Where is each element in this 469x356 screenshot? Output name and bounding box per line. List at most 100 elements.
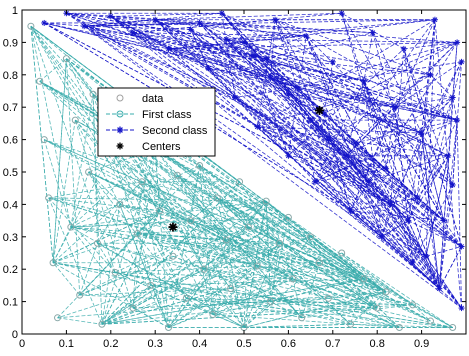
series-1-line xyxy=(425,19,436,257)
series-0-line xyxy=(52,152,112,263)
y-tick-label: 0.2 xyxy=(3,264,18,276)
legend-label: Centers xyxy=(142,141,181,153)
series-1-line xyxy=(350,19,436,212)
series-0-line xyxy=(97,242,400,328)
series-1-line xyxy=(199,22,271,79)
series-1-line xyxy=(274,19,431,76)
series-1-point xyxy=(81,23,88,30)
series-1-line xyxy=(403,42,458,50)
center-marker-0 xyxy=(168,222,178,232)
series-0-line xyxy=(190,220,271,302)
series-1-point xyxy=(414,194,421,201)
series-1-line xyxy=(110,12,222,17)
series-1-line xyxy=(110,16,440,289)
series-0-line xyxy=(137,210,160,234)
series-1-point xyxy=(431,16,438,23)
series-1-line xyxy=(456,120,462,309)
series-0-line xyxy=(301,262,320,318)
series-1-line xyxy=(190,29,387,170)
series-1-point xyxy=(325,136,332,143)
series-0-point xyxy=(227,285,235,293)
series-1-line xyxy=(226,38,458,121)
series-1-line xyxy=(314,81,365,182)
series-1-line xyxy=(83,25,391,205)
series-1-line xyxy=(314,132,422,183)
series-1-line xyxy=(354,119,458,144)
series-0-line xyxy=(132,301,271,309)
series-0-point xyxy=(169,252,177,260)
series-1-point xyxy=(454,117,461,124)
series-0-point xyxy=(253,262,261,270)
x-tick-label: 0.4 xyxy=(192,338,207,350)
series-0-point xyxy=(85,168,93,176)
series-1-line xyxy=(226,19,435,40)
series-1-line xyxy=(421,133,440,289)
series-0-line xyxy=(203,200,267,270)
series-0-line xyxy=(75,119,387,293)
series-0-line xyxy=(44,139,378,309)
series-1-line xyxy=(110,16,462,247)
series-0-line xyxy=(243,227,249,328)
series-0-line xyxy=(341,252,453,328)
series-0-line xyxy=(243,243,280,328)
series-0-line xyxy=(101,204,121,325)
series-0-line xyxy=(230,278,293,290)
series-1-point xyxy=(218,10,225,17)
y-tick-label: 0 xyxy=(12,329,18,341)
series-1-line xyxy=(350,210,413,264)
series-1-line xyxy=(226,38,298,89)
series-1-point xyxy=(400,45,407,52)
series-0-point xyxy=(315,259,323,267)
series-1-point xyxy=(152,16,159,23)
series-0-line xyxy=(412,304,431,322)
series-1-line xyxy=(190,29,445,221)
series-0-line xyxy=(110,152,160,212)
series-1-line xyxy=(439,246,462,289)
series-1-line xyxy=(221,12,458,121)
series-1-line xyxy=(443,220,462,247)
series-1-line xyxy=(190,29,209,69)
series-0-line xyxy=(43,139,72,228)
series-0-line xyxy=(168,242,280,328)
series-0-line xyxy=(119,204,280,244)
series-1-point xyxy=(232,94,239,101)
series-0-line xyxy=(101,226,249,325)
legend-marker-stroke xyxy=(117,127,123,133)
series-0-point xyxy=(67,223,75,231)
series-0-line xyxy=(128,132,387,293)
y-tick-label: 0.8 xyxy=(3,70,18,82)
series-0-line xyxy=(168,252,342,328)
series-0-line xyxy=(177,174,351,325)
series-0-line xyxy=(168,265,258,328)
series-0-point xyxy=(373,304,381,312)
series-1-line xyxy=(274,19,453,186)
series-1-line xyxy=(345,106,396,157)
series-1-line xyxy=(416,197,462,247)
series-1-line xyxy=(305,35,453,186)
series-0-line xyxy=(97,204,121,244)
series-1-line xyxy=(155,19,453,186)
series-1-line xyxy=(199,22,414,263)
series-1-line xyxy=(110,16,258,127)
series-1-line xyxy=(132,32,253,56)
series-1-point xyxy=(391,104,398,111)
series-0-point xyxy=(395,324,403,332)
series-0-line xyxy=(270,243,280,302)
series-0-line xyxy=(137,233,258,267)
series-0-line xyxy=(39,80,387,293)
series-1-point xyxy=(329,58,336,65)
x-tick-label: 0.3 xyxy=(148,338,163,350)
series-0-line xyxy=(288,217,413,306)
series-0-point xyxy=(284,213,292,221)
series-0-line xyxy=(115,272,245,328)
series-0-line xyxy=(30,26,54,263)
series-0-line xyxy=(88,171,174,257)
y-tick-label: 0.3 xyxy=(3,232,18,244)
series-0-line xyxy=(70,149,156,228)
series-0-line xyxy=(52,262,169,328)
series-0-line xyxy=(212,314,400,328)
series-1-line xyxy=(84,25,364,82)
series-1-point xyxy=(196,19,203,26)
series-0-line xyxy=(150,278,364,286)
